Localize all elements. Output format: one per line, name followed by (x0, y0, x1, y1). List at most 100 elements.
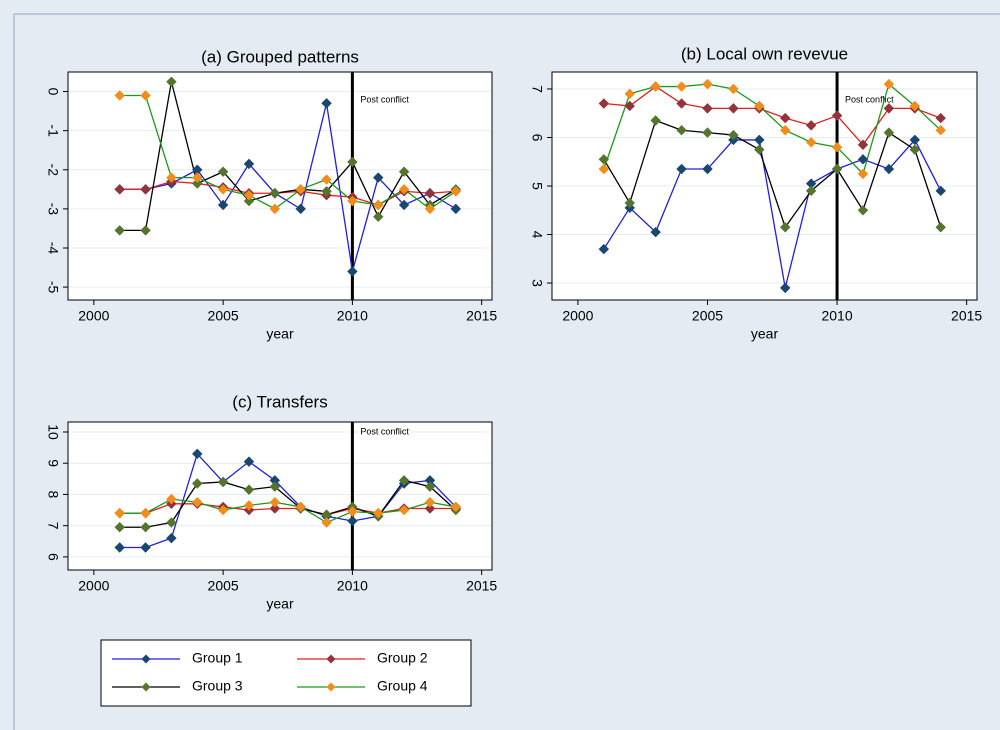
point (598, 163, 610, 175)
point (140, 542, 151, 553)
point (217, 504, 229, 516)
point (347, 515, 358, 527)
point (935, 222, 946, 233)
point (935, 185, 946, 197)
plot-area (67, 71, 493, 301)
y-tick-label: 4 (529, 231, 545, 239)
x-tick-label: 2005 (692, 308, 723, 324)
series-line (603, 85, 941, 146)
point (935, 112, 946, 124)
point (424, 188, 436, 199)
x-tick-label: 2010 (337, 578, 368, 594)
x-axis-label: year (266, 326, 294, 342)
point (321, 174, 332, 185)
point (166, 76, 177, 87)
x-tick-label: 2015 (951, 308, 982, 324)
x-tick-label: 2000 (78, 308, 109, 324)
x-tick-label: 2005 (208, 308, 239, 324)
y-tick-label: -3 (45, 203, 61, 216)
point (321, 186, 332, 197)
x-axis-label: year (751, 326, 779, 342)
point (857, 154, 869, 165)
point (702, 78, 713, 90)
point (728, 129, 739, 141)
legend-marker (326, 682, 336, 692)
y-tick-label: 5 (529, 182, 545, 190)
point (805, 137, 817, 148)
legend-marker (141, 654, 151, 664)
annotation: Post conflict (845, 94, 894, 104)
point (702, 103, 713, 114)
point (883, 163, 895, 175)
point (857, 168, 869, 180)
point (624, 197, 635, 209)
point (702, 163, 713, 175)
point (935, 125, 946, 136)
point (140, 184, 151, 195)
point (373, 507, 384, 519)
series-line (119, 81, 457, 232)
point (166, 493, 177, 505)
point (831, 163, 843, 175)
point (754, 144, 765, 155)
point (424, 503, 436, 514)
legend-label: Group 1 (192, 650, 243, 666)
point (424, 481, 436, 492)
series-line (119, 452, 457, 549)
y-tick-label: 7 (45, 522, 61, 530)
point (450, 501, 462, 513)
point (269, 497, 281, 508)
point (624, 88, 635, 100)
point (243, 456, 255, 467)
point (650, 226, 661, 238)
point (780, 112, 791, 124)
point (347, 266, 358, 277)
point (831, 141, 843, 153)
x-tick-label: 2015 (466, 308, 497, 324)
point (269, 188, 281, 199)
point (192, 172, 203, 183)
legend-label: Group 2 (377, 650, 428, 666)
y-tick-label: -5 (45, 281, 61, 294)
legend-marker (141, 682, 151, 692)
legend-marker (326, 654, 336, 664)
y-tick-label: -2 (45, 164, 61, 177)
series-line (119, 479, 457, 528)
point (347, 506, 358, 517)
point (347, 156, 358, 168)
chart-title: (a) Grouped patterns (201, 47, 359, 66)
point (398, 184, 410, 195)
legend (100, 639, 472, 707)
point (676, 81, 687, 92)
point (909, 100, 921, 112)
x-tick-label: 2010 (337, 308, 368, 324)
point (347, 195, 358, 207)
point (883, 103, 895, 114)
point (295, 501, 306, 513)
point (269, 203, 281, 215)
point (650, 115, 661, 126)
point (624, 100, 635, 112)
point (676, 98, 687, 109)
y-tick-label: 10 (45, 424, 61, 440)
point (140, 225, 151, 236)
point (114, 184, 125, 195)
point (321, 517, 332, 528)
point (114, 507, 125, 519)
point (166, 172, 177, 183)
point (780, 222, 791, 233)
x-tick-label: 2010 (821, 308, 852, 324)
y-tick-label: 6 (45, 553, 61, 561)
point (140, 522, 151, 533)
point (805, 120, 817, 131)
point (295, 203, 306, 215)
point (243, 189, 255, 201)
y-tick-label: -4 (45, 242, 61, 255)
point (321, 98, 332, 109)
point (857, 205, 869, 216)
point (217, 476, 229, 488)
point (754, 100, 765, 112)
point (295, 184, 306, 195)
point (114, 542, 125, 553)
annotation: Post conflict (360, 426, 409, 436)
